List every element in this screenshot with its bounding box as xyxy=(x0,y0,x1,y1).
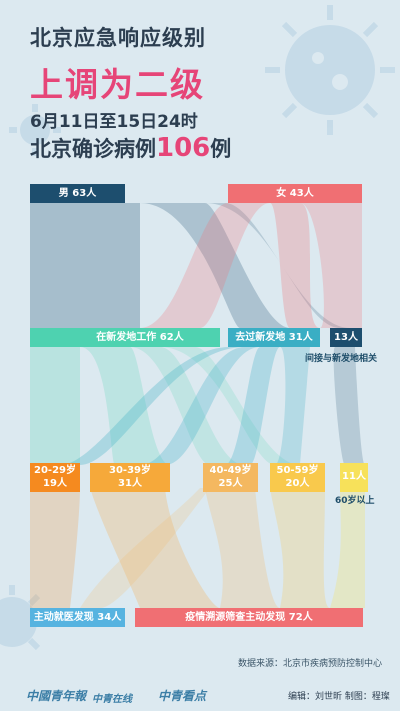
node-visited: 去过新发地 31人 xyxy=(228,328,320,347)
age-20-29-label: 20-29岁 xyxy=(34,465,76,476)
node-indirect: 13人 xyxy=(330,328,362,347)
case-count-number: 106 xyxy=(156,133,211,163)
flow-work-30 xyxy=(80,347,170,465)
flow-visited-40 xyxy=(225,347,280,465)
node-work-local-left xyxy=(30,328,60,347)
node-work-local: 在新发地工作 62人 xyxy=(60,328,220,347)
flow-work-40 xyxy=(130,347,245,465)
node-found-clinic-label: 主动就医发现 34人 xyxy=(33,612,122,623)
flow-visited-50 xyxy=(275,347,310,465)
node-found-trace-label: 疫情溯源筛查主动发现 72人 xyxy=(185,612,313,623)
node-male: 男 63人 xyxy=(30,184,125,203)
node-found-trace: 疫情溯源筛查主动发现 72人 xyxy=(135,608,363,627)
flow-female-visited xyxy=(270,203,320,328)
flow-50-trace xyxy=(270,488,330,608)
age-60-caption: 60岁以上 xyxy=(335,496,375,506)
age-50-59-count: 20人 xyxy=(285,478,310,489)
age-30-39-label: 30-39岁 xyxy=(109,465,151,476)
flow-20-clinic xyxy=(30,488,80,608)
editor-credit: 编辑：刘世昕 制图：程璨 xyxy=(288,692,390,702)
flow-indirect-ages xyxy=(333,347,365,465)
node-male-label: 男 63人 xyxy=(58,188,97,199)
flow-female-indirect xyxy=(300,203,362,328)
flow-female-work xyxy=(140,203,270,328)
logo-youth: 中青在线 xyxy=(92,694,132,705)
flow-60-trace xyxy=(330,488,365,608)
headline-case-count: 北京确诊病例106例 xyxy=(30,133,231,163)
node-age-60: 11人 xyxy=(340,463,368,492)
logo-cyd: 中國青年報 xyxy=(26,689,87,703)
node-work-local-label: 在新发地工作 62人 xyxy=(96,332,184,343)
headline-level: 上调为二级 xyxy=(30,65,205,104)
case-count-prefix: 北京确诊病例 xyxy=(30,137,156,161)
footer-bar xyxy=(0,676,400,711)
flow-visited-30 xyxy=(140,347,260,465)
flow-visited-20 xyxy=(60,347,245,465)
flow-male-work xyxy=(30,203,140,328)
flow-male-visited xyxy=(140,203,290,328)
data-source: 数据来源：北京市疾病预防控制中心 xyxy=(238,659,383,669)
flow-30-trace xyxy=(90,488,220,608)
age-60-count: 11人 xyxy=(342,471,366,482)
node-age-40-49: 40-49岁 25人 xyxy=(203,463,258,492)
node-indirect-label: 13人 xyxy=(334,332,358,343)
flow-40-clinic xyxy=(80,488,210,608)
case-count-suffix: 例 xyxy=(210,137,232,161)
node-visited-label: 去过新发地 31人 xyxy=(235,332,313,343)
node-age-50-59: 50-59岁 20人 xyxy=(270,463,325,492)
indirect-caption: 间接与新发地相关 xyxy=(305,354,378,364)
node-age-20-29: 20-29岁 19人 xyxy=(30,463,80,492)
age-40-49-count: 25人 xyxy=(218,478,243,489)
age-50-59-label: 50-59岁 xyxy=(276,465,319,476)
node-found-clinic: 主动就医发现 34人 xyxy=(30,608,125,627)
node-female-label: 女 43人 xyxy=(276,188,314,199)
age-20-29-count: 19人 xyxy=(43,478,67,489)
flow-work-ages xyxy=(30,347,80,465)
logo-kandian: 中青看点 xyxy=(158,689,207,703)
flow-40-trace xyxy=(205,488,280,608)
headline-line1: 北京应急响应级别 xyxy=(30,26,206,50)
age-40-49-label: 40-49岁 xyxy=(209,465,252,476)
age-30-39-count: 31人 xyxy=(118,478,142,489)
headline-period: 6月11日至15日24时 xyxy=(30,112,198,132)
node-female: 女 43人 xyxy=(228,184,362,203)
node-age-30-39: 30-39岁 31人 xyxy=(90,463,170,492)
